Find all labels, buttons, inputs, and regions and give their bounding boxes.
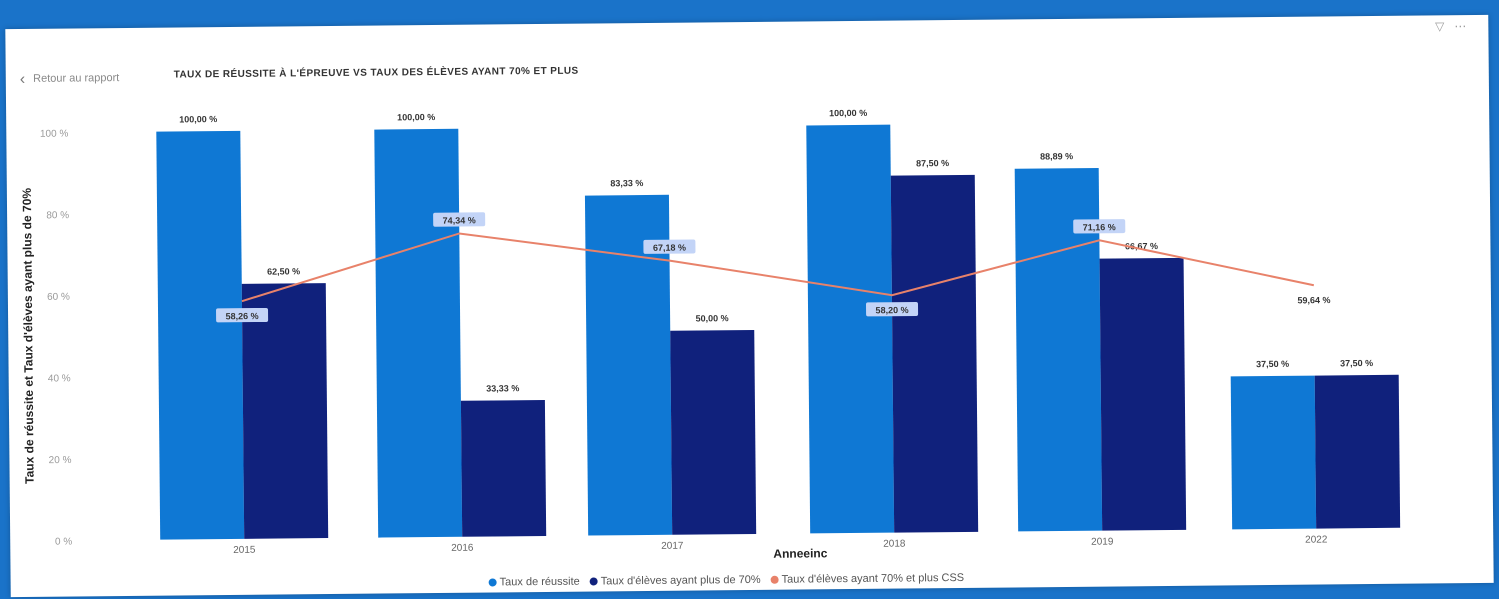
line-data-label: 58,20 %	[875, 305, 908, 315]
y-tick-label: 20 %	[49, 455, 72, 466]
y-tick-label: 80 %	[46, 210, 69, 221]
x-tick-label: 2016	[451, 543, 474, 554]
x-tick-label: 2019	[1091, 537, 1114, 548]
line-label-box	[865, 301, 919, 317]
legend-label: Taux d'élèves ayant 70% et plus CSS	[781, 571, 965, 586]
bar-data-label: 33,33 %	[486, 383, 519, 393]
bar-data-label: 37,50 %	[1256, 359, 1289, 369]
legend-marker	[770, 575, 779, 584]
bar-reussite	[584, 194, 673, 536]
y-axis: 0 % 20 % 40 % 60 % 80 % 100 %	[40, 129, 72, 548]
legend-item-eleves70[interactable]: Taux d'élèves ayant plus de 70%	[589, 573, 761, 588]
line-data-label: 59,64 %	[1297, 295, 1330, 305]
y-tick-label: 60 %	[47, 292, 70, 303]
line-label-box	[433, 212, 486, 227]
legend-label: Taux d'élèves ayant plus de 70%	[600, 573, 761, 588]
bar-data-label: 83,33 %	[610, 178, 643, 188]
line-label-box	[1073, 219, 1126, 234]
bar-reussite	[806, 124, 895, 534]
line-label-box	[643, 239, 696, 254]
bar-data-label: 37,50 %	[1340, 358, 1373, 368]
y-tick-label: 40 %	[48, 373, 71, 384]
legend-label: Taux de réussite	[499, 575, 580, 589]
bar-data-label: 66,67 %	[1125, 241, 1158, 251]
bar-data-label: 100,00 %	[829, 108, 867, 118]
legend-marker	[589, 577, 598, 586]
bar-reussite	[374, 128, 463, 538]
line-data-label: 74,34 %	[443, 215, 476, 225]
bar-data-label: 88,89 %	[1040, 151, 1073, 161]
report-panel: ▽ ⋯ ‹ Retour au rapport TAUX DE RÉUSSITE…	[5, 14, 1494, 598]
legend-item-css[interactable]: Taux d'élèves ayant 70% et plus CSS	[770, 571, 965, 586]
y-tick-label: 0 %	[55, 537, 72, 548]
line-data-label: 67,18 %	[653, 243, 686, 253]
bar-reussite	[1014, 167, 1103, 532]
bar-data-label: 100,00 %	[397, 112, 435, 122]
line-series-css	[241, 232, 1315, 303]
line-data-label: 58,26 %	[226, 311, 259, 321]
bars-layer: 100,00 % 100,00 % 83,33 % 100,00 % 88,89 % 37…	[156, 108, 1401, 540]
bar-eleves70	[1099, 257, 1187, 531]
x-tick-label: 2018	[883, 539, 906, 550]
bar-reussite	[1230, 375, 1317, 530]
bar-eleves70	[241, 283, 329, 539]
bar-data-label: 87,50 %	[916, 158, 949, 168]
line-data-label: 71,16 %	[1083, 222, 1116, 232]
bar-reussite	[156, 130, 245, 540]
bar-data-label: 50,00 %	[696, 313, 729, 323]
x-tick-label: 2022	[1305, 534, 1328, 545]
x-tick-label: 2015	[233, 545, 256, 556]
x-axis: 2015 2016 2017 2018 2019 2022	[233, 534, 1328, 556]
legend-item-reussite[interactable]: Taux de réussite	[488, 575, 580, 589]
bar-eleves70	[1314, 374, 1401, 529]
combo-chart: 0 %20 %40 %60 %80 %100 % 100,00 % 100,00 …	[40, 108, 1401, 561]
line-label-box	[216, 307, 269, 323]
bar-eleves70	[670, 329, 757, 535]
x-axis-title: Anneeinc	[773, 546, 827, 561]
x-tick-label: 2017	[661, 541, 684, 552]
bar-eleves70	[890, 174, 979, 533]
bar-eleves70	[460, 399, 547, 537]
bar-data-label: 100,00 %	[179, 114, 217, 124]
y-tick-label: 100 %	[40, 129, 69, 140]
line-layer: 58,26 % 74,34 % 67,18 % 58,20 % 71,16 % 59,64…	[216, 212, 1331, 323]
bar-data-label: 62,50 %	[267, 266, 300, 276]
legend-marker	[488, 578, 497, 587]
